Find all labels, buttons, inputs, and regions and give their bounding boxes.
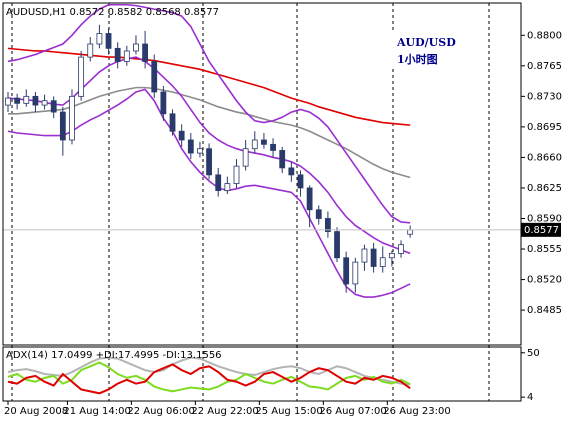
candle-body [78,56,85,97]
candle-body [142,43,149,62]
candle-body [261,139,267,145]
candle-body [361,248,368,263]
indicator-frame [2,346,522,402]
y-tick-label: 0.8520 [527,275,562,286]
candle-body [50,100,57,113]
candle-body [96,33,103,45]
candle-body [114,47,121,62]
day-separators [11,3,490,401]
candle-body [343,257,350,285]
x-tick-label: 26 Aug 07:00 [319,406,386,417]
candle-body [123,50,130,62]
y-tick-label: 0.8485 [527,305,562,316]
plot-area [3,3,521,395]
y-tick-label: 0.8695 [527,122,562,133]
last-price-box [521,222,561,237]
y-tick-label: 0.8555 [527,244,562,255]
candle-body [151,61,158,93]
candle-body [352,261,359,285]
candle-body [69,95,75,141]
annotation: AUD/USD [396,36,456,49]
candle-body [379,257,386,267]
y-tick-label: 0.8660 [527,152,562,163]
line-series [7,56,411,255]
candle-body [251,139,258,150]
candle-body [87,43,94,58]
candle-body [41,100,48,106]
candle-body [370,248,377,267]
candle-body [59,111,66,141]
x-tick-label: 26 Aug 23:00 [383,406,450,417]
main-frame [2,2,522,346]
y-tick-label: 4 [527,392,533,403]
line-series [7,88,411,298]
candle-body [5,97,11,106]
candle-body [315,209,322,219]
candle-body [178,130,185,141]
x-tick-label: 25 Aug 15:00 [255,406,322,417]
candle-body [160,91,167,115]
candle-body [279,150,286,169]
candle-body [407,229,414,235]
line-series [7,3,411,224]
y-tick-label: 0.8800 [527,30,562,41]
candle-body [197,148,203,154]
x-tick-label: 20 Aug 2008 [4,406,68,417]
chart-title: AUDUSD,H1 0.8572 0.8582 0.8568 0.8577 [6,7,219,18]
candle-body [224,183,231,191]
candle-body [215,174,222,191]
indicator-label: ADX(14) 17.0499 +DI:17.4995 -DI:13.1556 [6,350,222,361]
y-tick-label: 0.8590 [527,213,562,224]
candle-body [206,148,212,176]
x-tick-label: 21 Aug 14:00 [63,406,130,417]
annotation-box [392,33,448,69]
candle-body [187,139,194,154]
candle-body [288,167,295,176]
candle-body [297,174,304,189]
last-price-label: 0.8577 [524,225,559,236]
x-tick-label: 22 Aug 06:00 [127,406,194,417]
candle-body [233,165,240,184]
candle-body [105,33,112,49]
x-tick-label: 22 Aug 22:00 [191,406,258,417]
y-tick-label: 50 [527,348,540,359]
candle-body [334,231,340,259]
y-tick-label: 0.8765 [527,61,562,72]
candle-body [133,43,139,52]
line-series [7,363,411,395]
annotation: 1小时图 [397,52,438,66]
candle-body [324,218,331,232]
candle-body [270,143,276,151]
line-series [8,86,411,179]
candle-body [242,148,249,167]
y-tick-label: 0.8730 [527,91,562,102]
line-series [7,47,411,126]
candle-body [169,113,176,132]
candle-body [32,95,39,106]
candle-body [14,97,21,104]
line-series [7,356,411,386]
y-tick-label: 0.8625 [527,183,562,194]
candle-body [388,252,395,259]
candle-body [398,244,404,254]
candle-body [23,95,30,104]
candle-body [306,187,313,211]
